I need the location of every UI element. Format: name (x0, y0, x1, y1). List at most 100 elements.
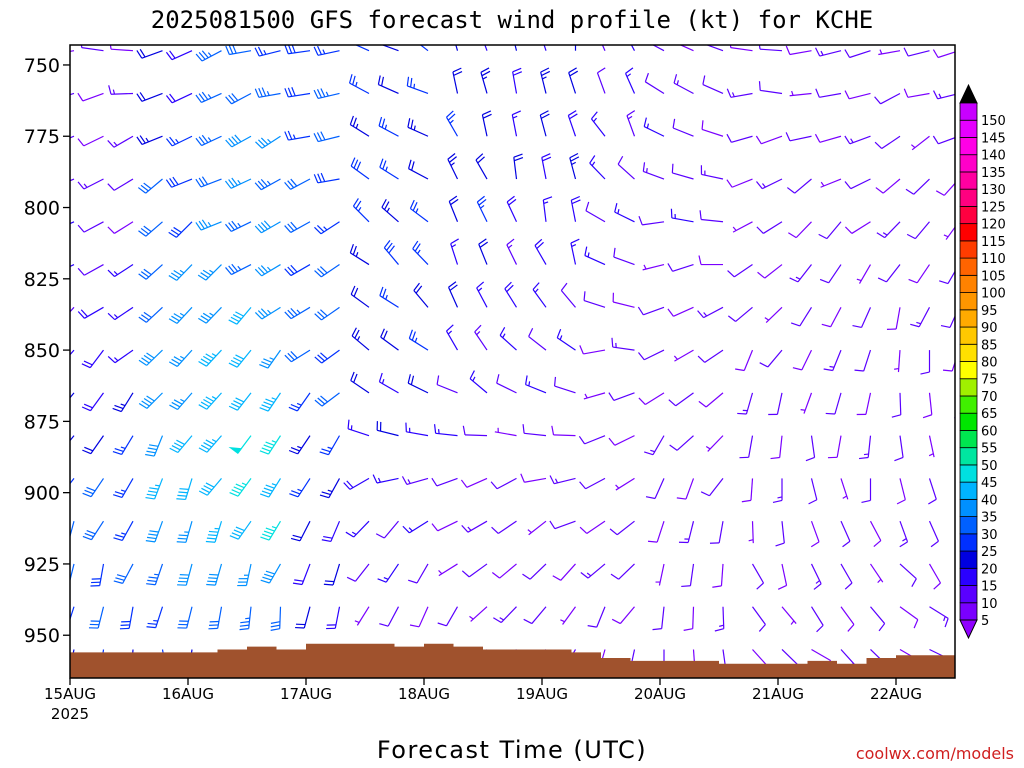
y-tick-label: 925 (24, 554, 60, 576)
wind-barb (326, 606, 341, 630)
wind-barb (452, 67, 463, 94)
y-tick-label: 900 (24, 483, 60, 505)
colorbar-label: 85 (981, 338, 998, 353)
colorbar-label: 90 (981, 321, 998, 336)
wind-barb (610, 563, 635, 580)
colorbar-swatch (959, 257, 978, 276)
watermark: coolwx.com/models (856, 744, 1014, 763)
wind-barb (119, 606, 134, 630)
wind-barb (567, 110, 578, 137)
wind-barb (874, 135, 901, 150)
wind-barb (445, 324, 459, 351)
wind-barb (943, 226, 955, 240)
wind-barb (959, 649, 979, 666)
colorbar-swatch (959, 361, 978, 380)
wind-barb (705, 45, 724, 52)
wind-barb (870, 563, 884, 584)
colorbar-label: 110 (981, 252, 1006, 267)
wind-barb (579, 345, 606, 355)
wind-barb (667, 263, 694, 272)
wind-barb (512, 67, 523, 94)
wind-barb (462, 425, 488, 437)
wind-barb (560, 282, 576, 308)
wind-barb (587, 606, 606, 628)
wind-barb (739, 435, 754, 459)
wind-barb (447, 153, 459, 180)
wind-barb (138, 221, 163, 237)
wind-barb (469, 606, 488, 622)
wind-barb (455, 45, 459, 51)
wind-barb (112, 435, 134, 456)
wind-barb (225, 134, 252, 148)
wind-barb (642, 263, 665, 271)
wind-barb (494, 427, 517, 437)
wind-barb (107, 221, 134, 234)
wind-barb (70, 478, 75, 485)
wind-barb (474, 324, 488, 351)
wind-barb (844, 221, 871, 234)
wind-barb (169, 435, 193, 454)
wind-barb (206, 563, 223, 586)
wind-barb (351, 327, 370, 351)
wind-barb (630, 45, 636, 51)
wind-barb (844, 135, 871, 145)
wind-barb (899, 520, 909, 548)
wind-barb (702, 75, 724, 95)
colorbar-label: 135 (981, 166, 1006, 181)
wind-barb (568, 67, 579, 94)
wind-barb (229, 520, 252, 540)
wind-barb (617, 155, 635, 180)
wind-barb (169, 392, 193, 410)
wind-barb (699, 210, 724, 223)
x-axis: 15AUG 2025 16AUG 17AUG 18AUG 19AUG 20AUG 21AUG 2… (44, 678, 922, 723)
wind-barb (672, 118, 694, 137)
colorbar-swatch (959, 602, 978, 621)
wind-barb (107, 306, 134, 321)
wind-barb (814, 47, 842, 57)
wind-barb (313, 45, 340, 56)
wind-barb (349, 115, 370, 137)
wind-barb (697, 306, 724, 319)
wind-barb (314, 306, 340, 321)
wind-barb (737, 392, 754, 415)
wind-barb (168, 264, 193, 281)
wind-barb (589, 155, 606, 180)
wind-barb (840, 520, 851, 548)
colorbar-label: 15 (981, 580, 998, 595)
wind-barb (314, 349, 340, 364)
wind-barb (496, 374, 517, 394)
wind-barb (319, 435, 341, 456)
wind-barb (138, 264, 163, 280)
wind-barb (350, 157, 370, 180)
wind-barb (405, 422, 429, 437)
wind-barb (789, 264, 812, 283)
wind-barb (678, 521, 695, 544)
wind-barb (145, 520, 164, 543)
wind-barb (758, 81, 783, 95)
wind-barb (198, 349, 222, 367)
wind-barb (891, 392, 902, 418)
wind-barb (786, 178, 812, 194)
wind-barb (260, 563, 282, 584)
wind-barb (626, 110, 636, 137)
wind-barb (647, 520, 665, 543)
wind-barb (448, 195, 459, 223)
wind-barb (168, 306, 193, 324)
wind-barb (407, 374, 429, 394)
wind-barb (259, 349, 281, 369)
wind-barb (585, 201, 606, 223)
wind-barb (894, 435, 904, 462)
wind-barb (549, 520, 576, 530)
colorbar-swatch (959, 326, 978, 345)
wind-barb (858, 435, 872, 460)
wind-barb (284, 130, 311, 141)
wind-barb (792, 349, 813, 371)
wind-barb (475, 153, 488, 180)
wind-barb (644, 72, 665, 94)
x-tick-label: 19AUG (516, 685, 568, 703)
wind-barb (570, 195, 581, 222)
wind-barb (522, 563, 547, 580)
wind-barb (810, 520, 820, 548)
wind-barb (259, 478, 282, 498)
colorbar-swatch (959, 154, 978, 173)
